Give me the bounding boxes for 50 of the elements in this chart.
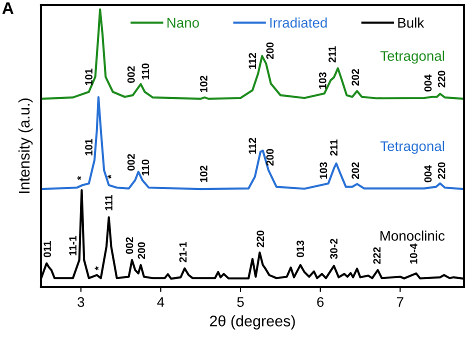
annotation: 101 (85, 68, 92, 86)
annotation: 220 (438, 70, 446, 88)
annotation: 103 (318, 72, 326, 89)
legend-label: Nano (167, 18, 199, 28)
legend-label: Bulk (398, 18, 424, 28)
annotation: 211 (328, 46, 336, 62)
annotation: 21-1 (179, 242, 187, 262)
x-tick-label: 3 (78, 297, 84, 307)
annotation: 002 (127, 154, 135, 171)
annotation: 002 (126, 237, 134, 254)
x-tick-label: 5 (237, 297, 244, 307)
annotation: Monoclinic (380, 230, 445, 241)
annotation: 004 (424, 74, 432, 92)
annotation: Tetragonal (380, 140, 444, 154)
y-axis-title: Intensity (a.u.) (18, 98, 33, 193)
annotation: 103 (320, 162, 328, 179)
annotation: 10-4 (410, 243, 418, 264)
annotation: 102 (200, 166, 208, 182)
annotation: 202 (352, 162, 360, 179)
annotation: 111 (105, 195, 112, 210)
annotation: 101 (85, 138, 92, 156)
annotation: 220 (256, 230, 264, 248)
annotation: 202 (352, 69, 360, 86)
annotation: * (94, 266, 99, 270)
annotation: * (77, 176, 82, 180)
annotation: 110 (142, 160, 150, 176)
annotation: Tetragonal (380, 50, 444, 64)
chart-title: A (2, 2, 14, 14)
annotation: 30-2 (330, 238, 338, 259)
x-tick-label: 4 (157, 297, 164, 307)
annotation: 112 (248, 138, 256, 154)
annotation: * (108, 174, 112, 179)
annotation: 112 (248, 53, 256, 69)
annotation: 110 (142, 64, 150, 80)
annotation: 11-1 (69, 236, 76, 256)
legend-label: Irradiated (270, 18, 327, 28)
annotation: 211 (330, 139, 338, 156)
annotation: 011 (44, 241, 51, 258)
x-tick-label: 6 (317, 297, 324, 307)
annotation: 200 (266, 42, 274, 60)
annotation: 102 (200, 76, 208, 92)
x-tick-label: 7 (397, 297, 404, 307)
annotation: 004 (424, 165, 432, 182)
annotation: 013 (296, 240, 304, 258)
annotation: 222 (373, 247, 380, 264)
annotation: 200 (138, 242, 146, 259)
annotation: 002 (127, 66, 135, 83)
x-axis-title: 2θ (degrees) (210, 315, 295, 330)
annotation: 220 (438, 162, 446, 179)
annotation: 200 (266, 149, 274, 166)
